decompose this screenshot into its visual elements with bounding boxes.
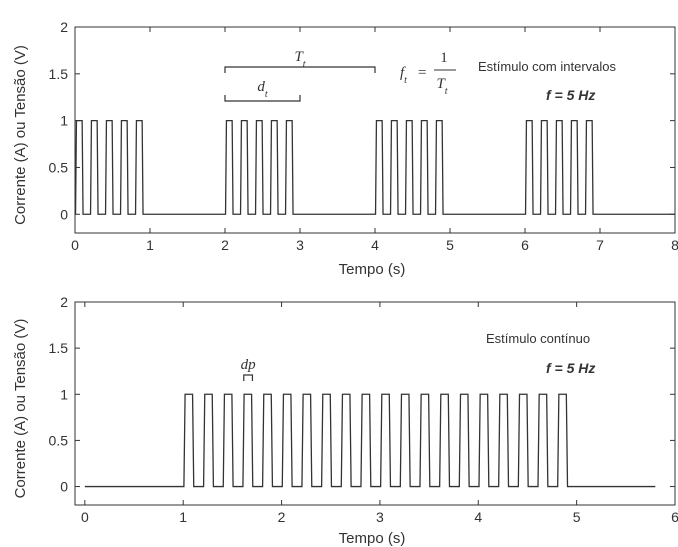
y-tick-label: 0.5 [49,432,69,448]
x-axis-label: Tempo (s) [339,530,406,547]
plot-frame [74,301,676,506]
x-tick-label: 8 [671,237,678,253]
x-tick-label: 0 [71,237,79,253]
y-tick-label: 0.5 [49,159,69,175]
stimulus-name: Estímulo contínuo [486,331,590,346]
pulse-width-label: dp [241,357,257,373]
frequency-text: f = 5 Hz [546,87,595,103]
x-tick-label: 3 [376,509,384,525]
x-tick-label: 2 [221,237,229,253]
frequency-text: f = 5 Hz [546,360,595,376]
y-tick-label: 0 [60,479,68,495]
y-axis: 0 0.5 1 1.5 2 [49,19,675,222]
x-tick-label: 5 [573,509,581,525]
y-tick-label: 1.5 [49,66,69,82]
signal-line [74,119,675,215]
y-axis-label: Corrente (A) ou Tensão (V) [12,45,29,225]
x-tick-label: 7 [596,237,604,253]
x-tick-label: 0 [81,509,89,525]
y-tick-label: 2 [60,294,68,310]
formula-numerator: 1 [440,50,448,66]
x-axis-label: Tempo (s) [339,261,406,278]
x-tick-label: 6 [521,237,529,253]
period-label: Tt [294,49,305,70]
x-tick-label: 3 [296,237,304,253]
x-tick-label: 1 [146,237,154,253]
frequency-formula: ft = 1 Tt [400,50,456,97]
y-axis: 0 0.5 1 1.5 2 [49,294,675,495]
formula-lhs: ft [400,65,407,86]
stimulus-name: Estímulo com intervalos [478,59,616,74]
signal-line [84,393,656,488]
x-tick-label: 4 [474,509,482,525]
y-tick-label: 1 [60,386,68,402]
x-tick-label: 1 [179,509,187,525]
x-tick-label: 5 [446,237,454,253]
chart-intervals: 0 0.5 1 1.5 2 0 1 2 3 4 5 6 7 8 Tempo (s) Corrente (… [12,19,678,278]
chart-continuous: 0 0.5 1 1.5 2 0 1 2 3 4 5 6 Tempo (s) Corrente (A)… [12,294,678,547]
x-tick-label: 2 [278,509,286,525]
x-axis: 0 1 2 3 4 5 6 [81,302,678,525]
y-tick-label: 2 [60,19,68,35]
formula-eq: = [418,65,426,81]
duration-bracket: dt [224,79,301,102]
y-tick-label: 1 [60,113,68,129]
x-tick-label: 4 [371,237,379,253]
x-axis: 0 1 2 3 4 5 6 7 8 [71,27,678,253]
pulse-width-bracket: dp [241,357,257,381]
formula-denominator: Tt [436,76,447,97]
duration-label: dt [257,79,268,100]
y-tick-label: 1.5 [49,340,69,356]
y-tick-label: 0 [60,206,68,222]
period-bracket: Tt [224,49,376,73]
plot-frame [74,26,676,234]
y-axis-label: Corrente (A) ou Tensão (V) [12,319,29,499]
x-tick-label: 6 [671,509,678,525]
